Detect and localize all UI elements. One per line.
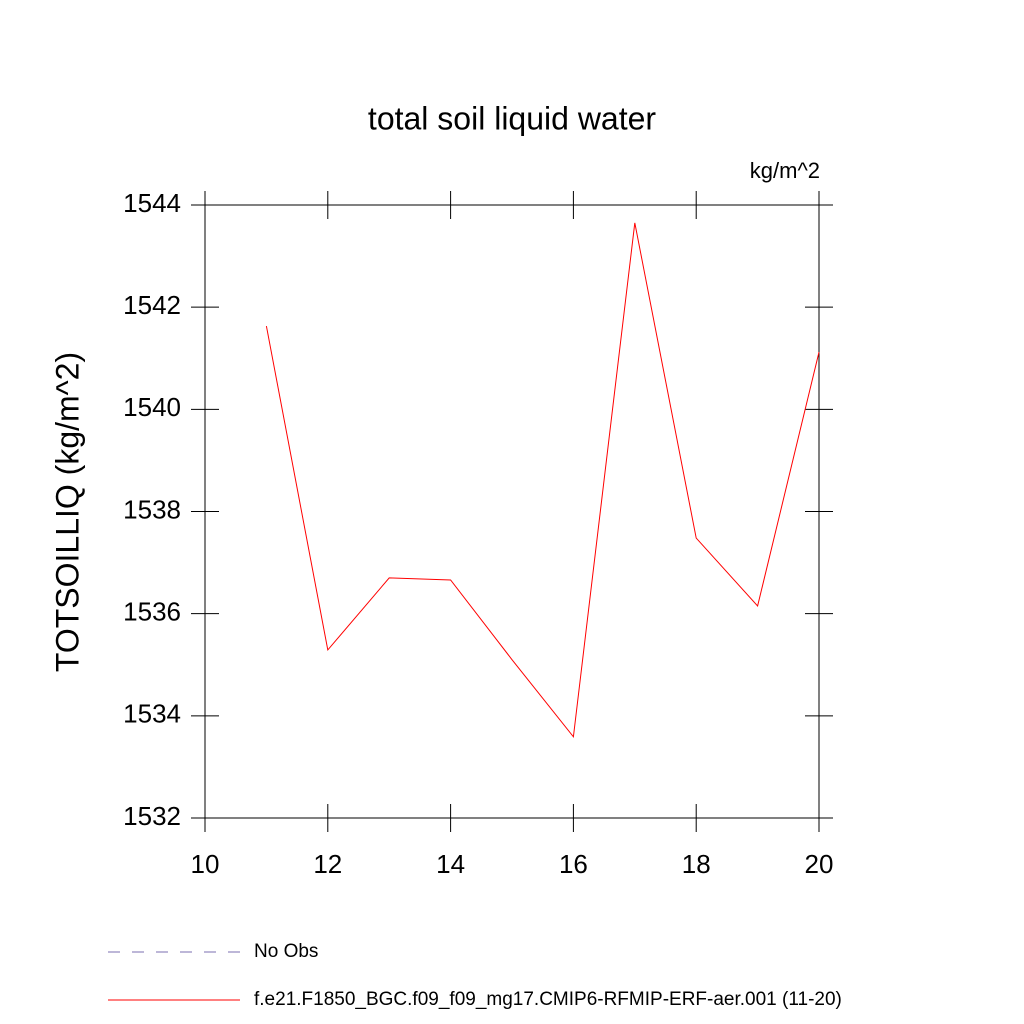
x-tick-label: 18: [682, 849, 711, 879]
x-tick-label: 16: [559, 849, 588, 879]
y-tick-label: 1542: [123, 290, 181, 320]
series-line: [265, 222, 820, 739]
x-tick-label: 14: [436, 849, 465, 879]
chart-title: total soil liquid water: [368, 100, 656, 136]
legend-label: No Obs: [254, 941, 318, 962]
y-tick-label: 1532: [123, 801, 181, 831]
legend-label: f.e21.F1850_BGC.f09_f09_mg17.CMIP6-RFMIP…: [254, 989, 842, 1010]
y-tick-label: 1540: [123, 392, 181, 422]
plot-frame: [204, 204, 820, 819]
y-tick-label: 1544: [123, 188, 181, 218]
y-tick-label: 1538: [123, 494, 181, 524]
x-tick-label: 12: [313, 849, 342, 879]
y-tick-label: 1534: [123, 699, 181, 729]
x-tick-label: 20: [805, 849, 834, 879]
y-axis-label: TOTSOILLIQ (kg/m^2): [49, 352, 85, 672]
y-tick-label: 1536: [123, 597, 181, 627]
units-label: kg/m^2: [750, 158, 820, 183]
x-tick-label: 10: [191, 849, 220, 879]
